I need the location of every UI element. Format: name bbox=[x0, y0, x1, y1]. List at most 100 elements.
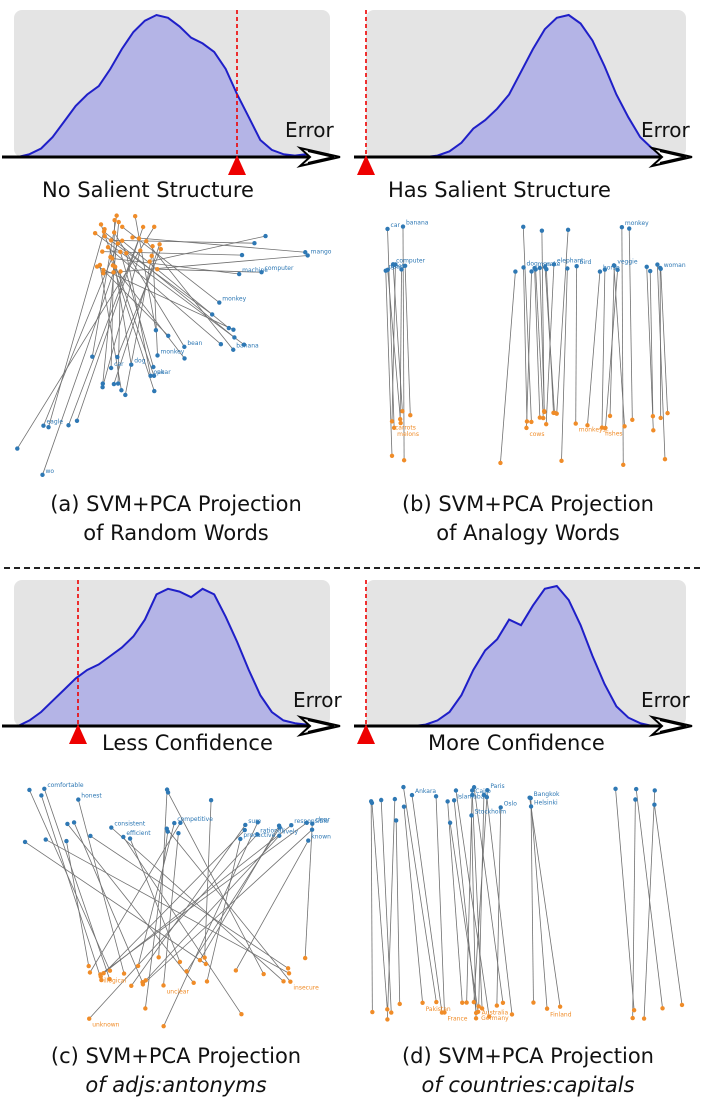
axis-arrowhead bbox=[296, 146, 341, 168]
projection-point-blue bbox=[43, 837, 48, 842]
projection-link bbox=[403, 787, 437, 1003]
projection-link bbox=[125, 253, 151, 376]
projection-link bbox=[144, 831, 169, 1009]
histogram-c bbox=[2, 580, 341, 744]
projection-point-orange bbox=[473, 1016, 479, 1021]
projection-link bbox=[134, 216, 157, 331]
word-label: banana bbox=[236, 343, 259, 350]
word-label: unclear bbox=[167, 988, 190, 995]
projection-point-blue bbox=[115, 381, 121, 386]
projection-link bbox=[530, 798, 548, 1009]
word-label: Stockholm bbox=[474, 808, 506, 815]
projection-point-blue bbox=[619, 224, 625, 230]
projection-point-blue bbox=[304, 820, 309, 825]
projection-link bbox=[522, 226, 532, 422]
projection-point-orange bbox=[116, 219, 121, 225]
projection-point-blue bbox=[306, 838, 311, 843]
projection-point-blue bbox=[565, 227, 571, 233]
word-label: machine bbox=[242, 267, 268, 274]
projection-point-blue bbox=[121, 834, 126, 840]
word-label: Pakistan bbox=[426, 1006, 451, 1013]
projection-point-blue bbox=[65, 821, 70, 827]
projection-link bbox=[149, 235, 266, 262]
projection-point-blue bbox=[451, 798, 457, 803]
projection-point-orange bbox=[101, 271, 106, 276]
threshold-marker bbox=[357, 155, 375, 175]
word-label: unknown bbox=[92, 1022, 119, 1029]
projection-link bbox=[124, 255, 153, 396]
projection-point-orange bbox=[475, 1009, 481, 1015]
projection-point-orange bbox=[130, 235, 135, 240]
projection-point-blue bbox=[597, 269, 603, 274]
projection-point-blue bbox=[151, 364, 156, 370]
word-label: productive bbox=[243, 832, 275, 839]
projection-point-blue bbox=[453, 788, 459, 793]
caption-b: (b) SVM+PCA Projection of Analogy Words bbox=[352, 490, 704, 548]
projection-point-orange bbox=[161, 983, 166, 988]
projection-link bbox=[90, 835, 289, 969]
projection-link bbox=[435, 796, 445, 1013]
projection-link bbox=[235, 840, 309, 971]
projection-point-orange bbox=[92, 230, 98, 236]
projection-point-orange bbox=[288, 979, 293, 984]
projection-point-blue bbox=[544, 267, 549, 272]
projection-point-orange bbox=[524, 419, 530, 424]
projection-link bbox=[100, 829, 246, 977]
projection-point-blue bbox=[39, 793, 44, 798]
projection-point-blue bbox=[532, 265, 537, 271]
projection-point-orange bbox=[679, 1002, 685, 1008]
projection-point-orange bbox=[118, 269, 123, 274]
projection-point-blue bbox=[644, 264, 649, 270]
hist-label-c: Less Confidence bbox=[102, 731, 273, 755]
projection-point-blue bbox=[539, 228, 545, 233]
projection-point-orange bbox=[143, 1006, 148, 1011]
projection-link bbox=[41, 795, 102, 981]
projection-point-blue bbox=[393, 262, 398, 267]
projection-point-blue bbox=[400, 224, 406, 229]
caption-d-line1: (d) SVM+PCA Projection bbox=[401, 1044, 654, 1068]
word-label: mango bbox=[311, 248, 332, 255]
projection-point-orange bbox=[400, 408, 405, 414]
projection-point-blue bbox=[305, 253, 310, 258]
word-label: Islamabad bbox=[457, 793, 488, 800]
projection-point-orange bbox=[302, 955, 308, 961]
projection-point-orange bbox=[529, 419, 534, 425]
projection-point-orange bbox=[87, 1016, 92, 1021]
projection-link bbox=[395, 820, 401, 1004]
caption-b-line2: of Analogy Words bbox=[436, 521, 620, 545]
section-divider bbox=[4, 567, 700, 569]
axis-arrowhead-inner bbox=[307, 150, 335, 164]
projection-point-blue bbox=[527, 795, 532, 800]
projection-point-blue bbox=[401, 784, 406, 790]
projection-link bbox=[660, 268, 668, 414]
projection-point-blue bbox=[226, 325, 232, 331]
projection-point-blue bbox=[165, 829, 170, 834]
word-label: carrots bbox=[395, 424, 416, 431]
projection-link bbox=[137, 823, 175, 967]
projection-point-blue bbox=[166, 333, 171, 338]
projection-link bbox=[628, 228, 633, 420]
word-label: man bbox=[538, 261, 552, 268]
projection-link bbox=[107, 246, 222, 345]
projection-point-orange bbox=[542, 409, 547, 415]
projection-point-blue bbox=[484, 794, 490, 800]
word-label: wo bbox=[46, 468, 55, 475]
projection-link bbox=[473, 787, 504, 1003]
word-label: competitive bbox=[177, 816, 213, 823]
projection-point-orange bbox=[573, 421, 578, 426]
projection-point-blue bbox=[90, 354, 95, 359]
scatter-a: computercarpearmonkeybeanmonkeymangomach… bbox=[15, 213, 332, 478]
projection-link bbox=[649, 271, 654, 417]
word-label: rational bbox=[260, 827, 283, 834]
projection-point-orange bbox=[389, 453, 395, 458]
projection-link bbox=[43, 788, 111, 980]
projection-point-orange bbox=[397, 416, 403, 422]
projection-point-blue bbox=[401, 804, 407, 809]
projection-point-orange bbox=[100, 249, 105, 254]
projection-point-blue bbox=[100, 385, 105, 390]
projection-point-orange bbox=[101, 267, 106, 273]
projection-point-orange bbox=[385, 1007, 390, 1012]
projection-point-orange bbox=[202, 955, 207, 960]
projection-point-blue bbox=[529, 269, 534, 274]
distribution-line bbox=[17, 13, 319, 158]
